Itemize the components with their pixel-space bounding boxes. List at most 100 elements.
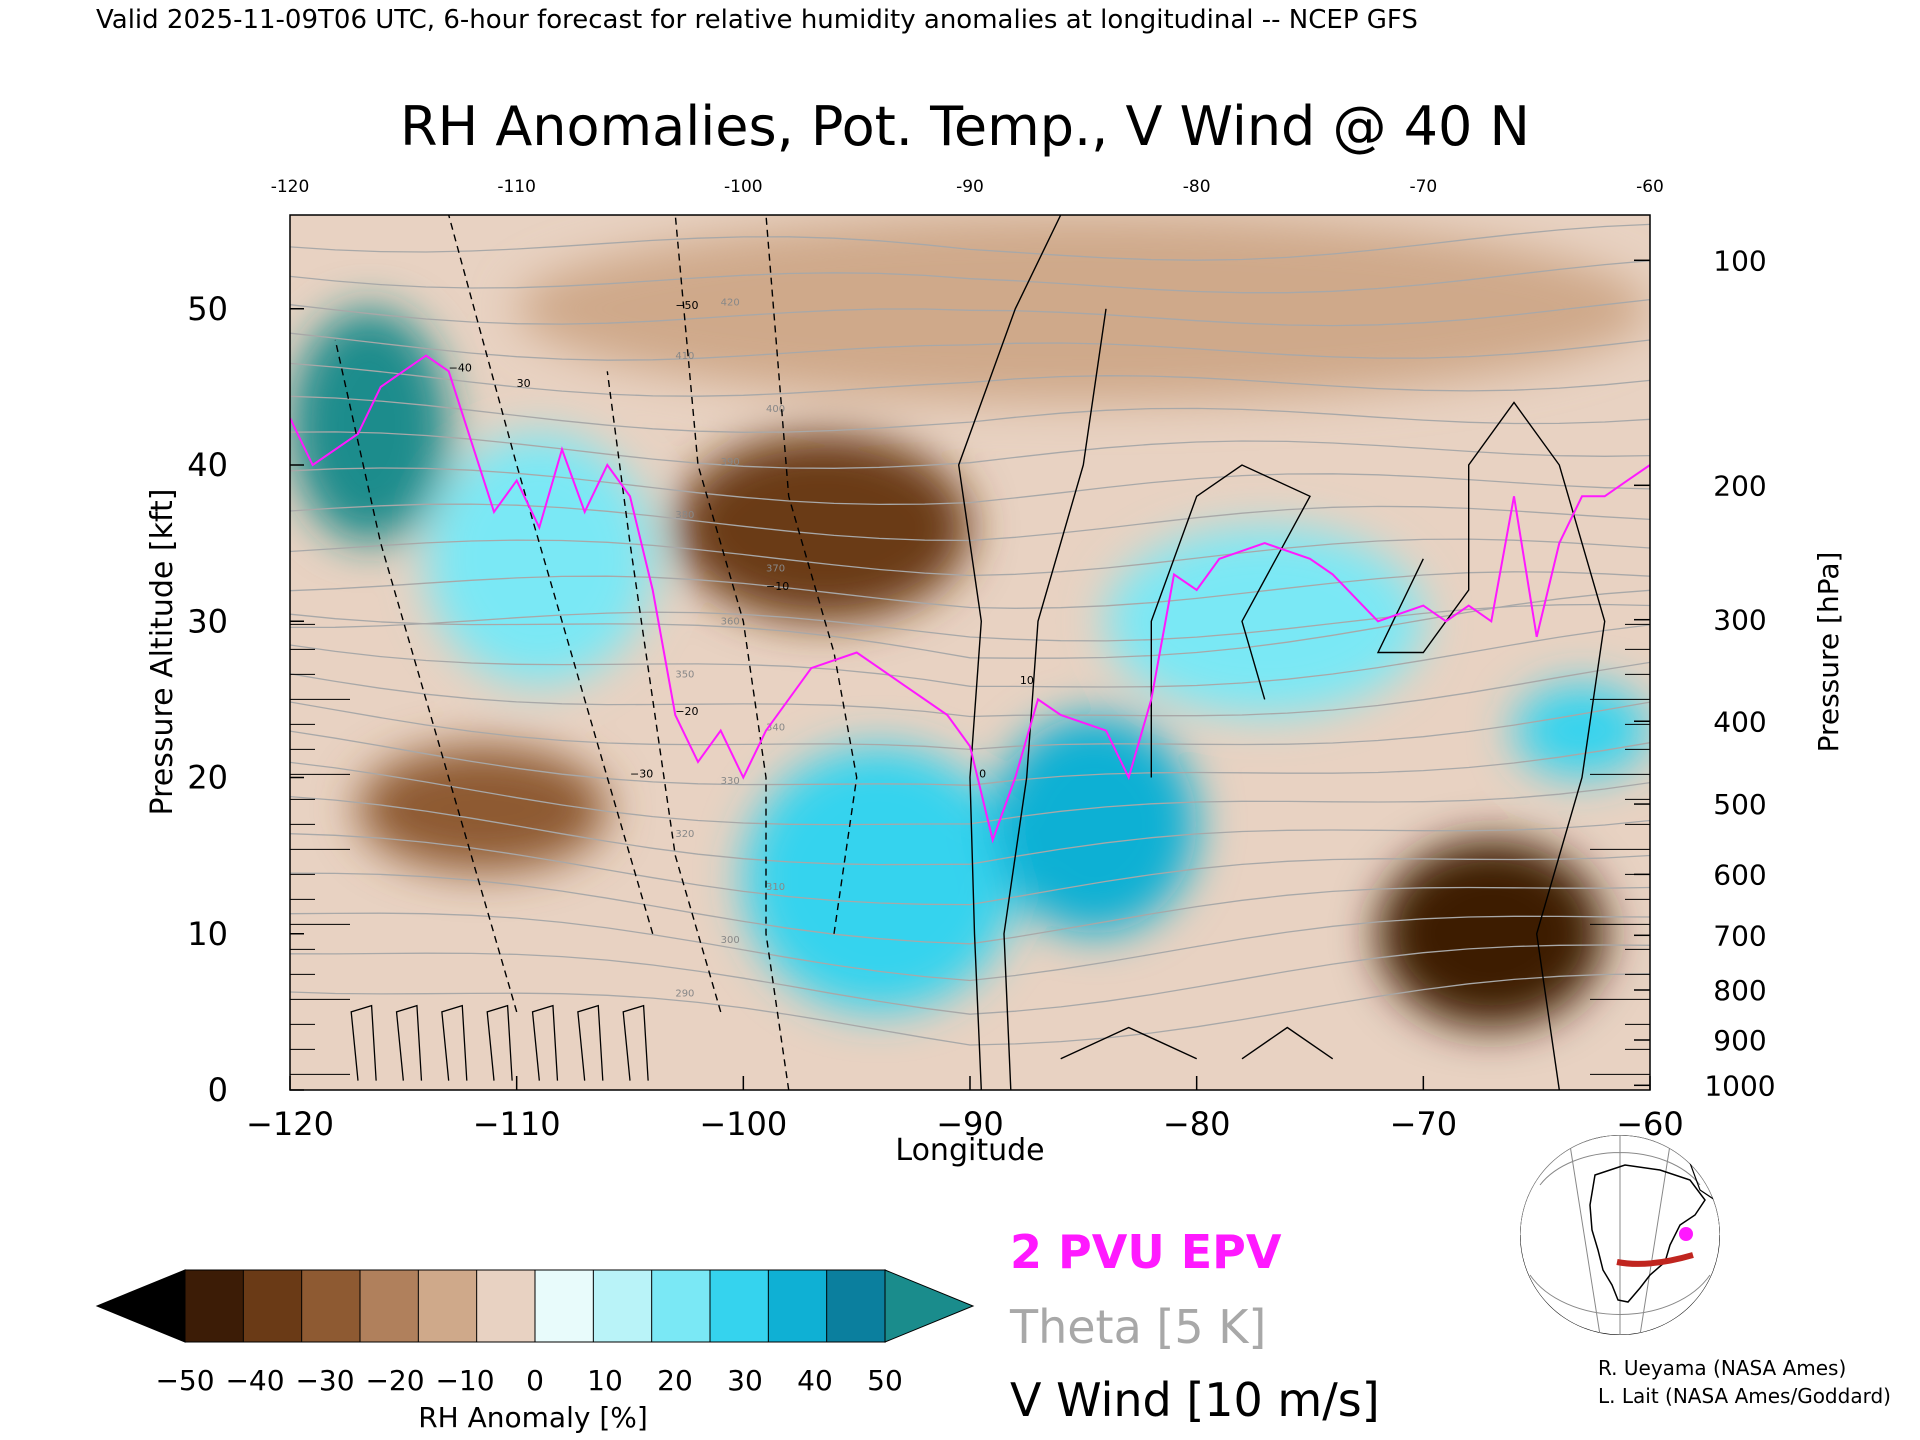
- colorbar-swatch-1: [242, 1269, 303, 1343]
- rh-region-4: [1106, 527, 1424, 715]
- epv-2pvu-line: [290, 354, 1650, 844]
- x-top-tick-label-3: -90: [956, 177, 984, 197]
- colorbar-swatch-10: [767, 1269, 828, 1343]
- colorbar-tick-label-10: 50: [867, 1364, 903, 1397]
- theta-contour-1: [290, 944, 1650, 1015]
- theta-contour-5: [290, 795, 1650, 866]
- axes: −120-120−110-110−100-100−90-90−80-80−70-…: [187, 177, 1775, 1143]
- map-location-marker: [1679, 1227, 1693, 1241]
- theta-label-0: 290: [675, 988, 694, 999]
- y2-tick-label-4: 500: [1713, 788, 1766, 821]
- theta-contour-18: [290, 395, 1650, 433]
- colorbar-swatch-2: [301, 1269, 361, 1343]
- v-wind-label-0: 0: [979, 768, 986, 781]
- y2-tick-label-3: 400: [1713, 705, 1766, 738]
- y2-tick-label-9: 1000: [1704, 1069, 1775, 1102]
- y-tick-label-5: 50: [187, 290, 228, 328]
- v-wind-contour-4: [606, 371, 722, 1013]
- v-wind-label-1: 10: [1020, 674, 1034, 687]
- colorbar: −50 −40 −30 −20 −10 0 10 20 30 40 50: [95, 1269, 975, 1397]
- theta-contour-11: [290, 589, 1650, 659]
- theta-contour-16: [290, 467, 1650, 506]
- v-wind-surface-contour-1: [395, 1004, 423, 1081]
- x-tick-label-4: −80: [1163, 1105, 1231, 1143]
- v-wind-contour-1: [1003, 308, 1107, 1090]
- y-tick-label-0: 0: [208, 1071, 228, 1109]
- theta-label-7: 360: [721, 616, 740, 627]
- y2-tick-label-1: 200: [1713, 469, 1766, 502]
- colorbar-swatch-0: [184, 1269, 245, 1343]
- v-wind-surface-contour-5: [577, 1004, 604, 1081]
- colorbar-swatch-6: [534, 1269, 595, 1343]
- y2-tick-label-0: 100: [1713, 244, 1766, 277]
- colorbar-tick-label-3: −20: [365, 1364, 424, 1397]
- y-tick-label-2: 20: [187, 759, 228, 797]
- colorbar-tick-label-1: −40: [225, 1364, 284, 1397]
- v-wind-contour-9: [1060, 1026, 1197, 1060]
- theta-label-5: 340: [766, 723, 785, 734]
- north-america-landmass: [1589, 1164, 1706, 1303]
- credit-line-2: L. Lait (NASA Ames/Goddard): [1598, 1384, 1891, 1408]
- rh-region-9: [516, 215, 1650, 403]
- colorbar-tick-label-8: 30: [727, 1364, 763, 1397]
- x-tick-label-1: −110: [473, 1105, 561, 1143]
- v-wind-contour-0: [957, 215, 1062, 1090]
- plot-area: 2903003103203303403503603703803904004104…: [187, 177, 1775, 1143]
- theta-label-13: 420: [721, 298, 740, 309]
- x-top-tick-label-5: -70: [1409, 177, 1437, 197]
- colorbar-tick-label-5: 0: [526, 1364, 544, 1397]
- colorbar-tick-label-6: 10: [587, 1364, 623, 1397]
- x-tick-label-2: −100: [699, 1105, 787, 1143]
- theta-contour-4: [290, 833, 1650, 906]
- theta-contour-14: [290, 538, 1650, 577]
- y2-axis-label: Pressure [hPa]: [1812, 552, 1845, 753]
- v-wind-label-6: −50: [675, 299, 698, 312]
- theta-contour-13: [290, 571, 1650, 609]
- colorbar-tick-label-0: −50: [155, 1364, 214, 1397]
- colorbar-swatch-4: [417, 1269, 478, 1343]
- v-wind-label-3: −20: [675, 705, 698, 718]
- y2-tick-label-7: 800: [1713, 974, 1766, 1007]
- y2-tick-label-5: 600: [1713, 858, 1766, 891]
- colorbar-under-arrow: [95, 1269, 186, 1343]
- colorbar-swatch-3: [359, 1269, 420, 1343]
- y-tick-label-4: 40: [187, 446, 228, 484]
- legend-vwind: V Wind [10 m/s]: [1010, 1373, 1380, 1427]
- rh-region-2: [743, 746, 1016, 1012]
- theta-contour-22: [290, 260, 1650, 294]
- colorbar-tick-label-2: −30: [295, 1364, 354, 1397]
- y2-tick-label-2: 300: [1713, 604, 1766, 637]
- theta-label-1: 300: [721, 935, 740, 946]
- colorbar-swatch-11: [826, 1269, 887, 1343]
- theta-contour-0: [290, 973, 1650, 1046]
- rh-region-5: [1514, 683, 1650, 778]
- valid-line: Valid 2025-11-09T06 UTC, 6-hour forecast…: [96, 5, 1418, 35]
- colorbar-label: RH Anomaly [%]: [418, 1401, 648, 1434]
- x-top-tick-label-4: -80: [1183, 177, 1211, 197]
- credit-line-1: R. Ueyama (NASA Ames): [1598, 1356, 1846, 1380]
- legend: 2 PVU EPV Theta [5 K] V Wind [10 m/s]: [1009, 1225, 1380, 1427]
- theta-contour-23: [290, 223, 1650, 261]
- theta-contour-10: [290, 624, 1650, 688]
- theta-contour-9: [290, 661, 1650, 718]
- theta-label-12: 410: [675, 351, 694, 362]
- theta-label-11: 400: [766, 404, 785, 415]
- epv-2pvu-series: [290, 354, 1650, 844]
- x-tick-label-3: −90: [936, 1105, 1004, 1143]
- y-tick-label-1: 10: [187, 915, 228, 953]
- v-wind-surface-contour-0: [350, 1004, 377, 1081]
- theta-contour-12: [290, 603, 1650, 642]
- colorbar-swatch-5: [476, 1269, 536, 1343]
- colorbar-tick-label-9: 40: [797, 1364, 833, 1397]
- map-graticule: [1520, 1135, 1720, 1335]
- colorbar-over-arrow: [884, 1269, 975, 1343]
- v-wind-contour-7: [1150, 464, 1311, 778]
- v-wind-label-2: −10: [766, 580, 789, 593]
- colorbar-tick-label-4: −10: [435, 1364, 494, 1397]
- theta-label-4: 330: [721, 776, 740, 787]
- legend-epv: 2 PVU EPV: [1010, 1225, 1282, 1279]
- x-tick-label-5: −70: [1390, 1105, 1458, 1143]
- colorbar-swatch-8: [651, 1269, 712, 1343]
- theta-label-10: 390: [721, 457, 740, 468]
